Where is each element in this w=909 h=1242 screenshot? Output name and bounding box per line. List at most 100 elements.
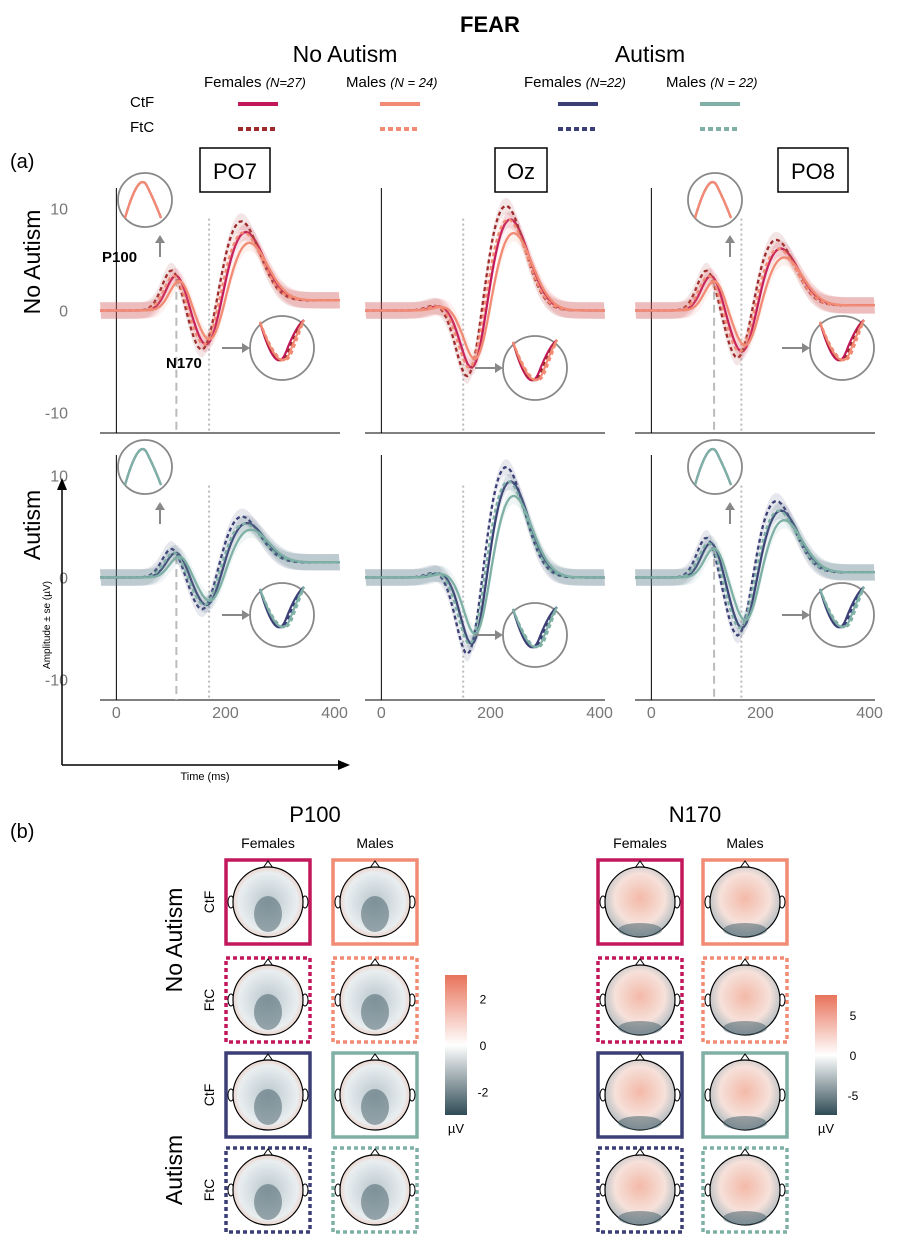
colorbar-unit: µV bbox=[818, 1121, 834, 1136]
panel-b-label: (b) bbox=[10, 821, 34, 843]
zoom-trace bbox=[693, 180, 733, 219]
zoom-insets bbox=[117, 439, 315, 648]
se-ribbon bbox=[100, 515, 340, 613]
zoom-arrowhead bbox=[725, 235, 735, 243]
y-tick-label: -10 bbox=[45, 406, 68, 423]
topo-map bbox=[701, 1146, 789, 1234]
colorbar-tick: -5 bbox=[848, 1089, 859, 1103]
legend-column-label: Males (N = 22) bbox=[666, 74, 758, 91]
zoom-insets bbox=[117, 172, 315, 381]
topo-negative-region bbox=[723, 1021, 767, 1035]
topography-grid: CtF FtC CtF FtC bbox=[201, 858, 789, 1234]
electrode-box bbox=[494, 147, 548, 193]
topo-negative-region bbox=[361, 1184, 389, 1220]
electrode-box bbox=[777, 147, 849, 193]
topo-map bbox=[224, 1146, 312, 1234]
topo-negative-region bbox=[361, 896, 389, 932]
erp-panel-oz-autism: 0 200 400 bbox=[365, 455, 613, 722]
topo-negative-region bbox=[254, 1089, 282, 1125]
zoom-arrowhead bbox=[242, 610, 250, 620]
colorbar-tick: 0 bbox=[480, 1039, 487, 1053]
topo-negative-region bbox=[618, 1021, 662, 1035]
n170-zoom-circle bbox=[809, 582, 875, 648]
n170-zoom-circle bbox=[809, 315, 875, 381]
n170-zoom-circle bbox=[502, 335, 568, 401]
zoom-trace bbox=[511, 606, 559, 649]
x-tick-label: 200 bbox=[212, 705, 239, 722]
zoom-arrowhead bbox=[155, 502, 165, 510]
se-ribbon bbox=[100, 521, 340, 609]
p100-zoom-circle bbox=[117, 439, 173, 495]
erp-line-males-ctf bbox=[365, 231, 605, 361]
x-tick-label: 0 bbox=[112, 705, 121, 722]
row-label-autism: Autism bbox=[19, 490, 45, 560]
colorbars: 2 0 -2 µV 5 0 -5 µV bbox=[445, 975, 859, 1136]
topo-title-n170: N170 bbox=[669, 802, 722, 827]
legend-row-ftc: FtC bbox=[130, 119, 154, 136]
topo-map bbox=[701, 858, 789, 946]
n170-zoom-circle bbox=[502, 602, 568, 668]
zoom-arrowhead bbox=[725, 502, 735, 510]
colorbar-tick: 2 bbox=[480, 992, 487, 1006]
topo-title-p100: P100 bbox=[289, 802, 340, 827]
topo-negative-region bbox=[254, 994, 282, 1030]
zoom-trace bbox=[258, 319, 306, 362]
se-ribbon bbox=[635, 502, 875, 636]
topo-sex-label: Males bbox=[356, 835, 393, 851]
topo-map bbox=[331, 858, 419, 946]
topo-sex-label: Females bbox=[241, 835, 295, 851]
erp-line-males-ctf bbox=[100, 241, 340, 341]
topo-negative-region bbox=[618, 923, 662, 937]
topo-negative-region bbox=[618, 1211, 662, 1225]
row-label-no-autism: No Autism bbox=[19, 210, 45, 315]
zoom-trace bbox=[123, 180, 163, 219]
topo-negative-region bbox=[254, 1184, 282, 1220]
zoom-trace bbox=[818, 319, 866, 362]
topo-map bbox=[331, 1146, 419, 1234]
topo-map bbox=[596, 1051, 684, 1139]
zoom-arrowhead bbox=[155, 235, 165, 243]
topo-row-label: FtC bbox=[201, 1179, 217, 1202]
electrode-label: PO7 bbox=[213, 159, 257, 184]
zoom-insets bbox=[687, 172, 875, 381]
p100-zoom-circle bbox=[117, 172, 173, 228]
p100-zoom-circle bbox=[687, 172, 743, 228]
topo-map bbox=[224, 858, 312, 946]
topo-negative-region bbox=[723, 1116, 767, 1130]
x-tick-label: 400 bbox=[856, 705, 883, 722]
topo-row-label: CtF bbox=[201, 1084, 217, 1107]
topo-map bbox=[331, 956, 419, 1044]
n170-zoom-circle bbox=[249, 582, 315, 648]
colorbar-tick: 5 bbox=[850, 1009, 857, 1023]
p100-zoom-circle bbox=[687, 439, 743, 495]
topo-map bbox=[596, 1146, 684, 1234]
topo-map bbox=[596, 956, 684, 1044]
x-tick-label: 400 bbox=[586, 705, 613, 722]
legend-column-label: Females (N=27) bbox=[204, 74, 306, 91]
topo-map bbox=[701, 1051, 789, 1139]
topo-negative-region bbox=[361, 1089, 389, 1125]
zoom-trace bbox=[818, 586, 866, 629]
erp-line-females-ftc bbox=[365, 204, 605, 378]
zoom-insets bbox=[687, 439, 875, 648]
se-ribbon bbox=[365, 225, 605, 368]
erp-line-males-ftc bbox=[100, 231, 340, 346]
colorbar bbox=[815, 995, 837, 1115]
topo-negative-region bbox=[723, 923, 767, 937]
erp-line-males-ctf bbox=[635, 519, 875, 622]
se-ribbon bbox=[635, 231, 875, 366]
erp-panel-po8-no-autism: PO8 bbox=[635, 147, 875, 434]
zoom-arrowhead bbox=[802, 610, 810, 620]
electrode-label: Oz bbox=[507, 159, 535, 184]
topo-map bbox=[596, 858, 684, 946]
topo-sex-label: Males bbox=[726, 835, 763, 851]
y-tick-label: 10 bbox=[50, 468, 68, 485]
topo-negative-region bbox=[361, 994, 389, 1030]
zoom-insets bbox=[475, 602, 568, 668]
n170-label: N170 bbox=[166, 355, 202, 372]
colorbar-unit: µV bbox=[448, 1121, 464, 1136]
x-tick-label: 200 bbox=[747, 705, 774, 722]
zoom-arrowhead bbox=[802, 343, 810, 353]
